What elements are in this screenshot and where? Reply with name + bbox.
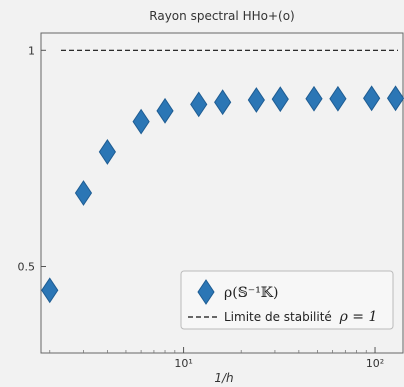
data-point — [132, 108, 150, 135]
legend-marker-series — [197, 279, 215, 305]
y-tick-label: 1 — [28, 44, 35, 57]
legend-box — [180, 270, 394, 330]
legend-label-reference: Limite de stabilité ρ = 1 — [224, 309, 377, 325]
x-tick-label: 10² — [366, 357, 384, 370]
data-point — [98, 139, 116, 165]
legend-label-reference-condition: ρ = 1 — [339, 309, 378, 325]
data-point — [41, 277, 59, 304]
data-point — [74, 180, 93, 206]
ticks-layer: 10¹ 10² 1 0.5 — [18, 44, 385, 370]
x-axis-label: 1/h — [214, 371, 233, 385]
legend: ρ(𝕊⁻¹𝕂) Limite de stabilité ρ = 1 — [180, 270, 394, 330]
data-point — [329, 85, 347, 112]
data-point — [247, 87, 265, 113]
data-point — [305, 85, 323, 112]
data-point — [363, 85, 381, 112]
y-tick-label: 0.5 — [18, 261, 36, 274]
points-layer — [41, 85, 404, 304]
x-tick-label: 10¹ — [174, 357, 192, 370]
legend-label-series: ρ(𝕊⁻¹𝕂) — [224, 285, 278, 301]
data-point — [156, 97, 174, 124]
data-point — [190, 91, 208, 118]
legend-label-reference-text: Limite de stabilité — [224, 310, 332, 324]
data-point — [386, 85, 404, 112]
data-point — [214, 89, 232, 116]
chart-title: Rayon spectral HHo+(o) — [149, 9, 294, 23]
data-point — [271, 86, 289, 113]
